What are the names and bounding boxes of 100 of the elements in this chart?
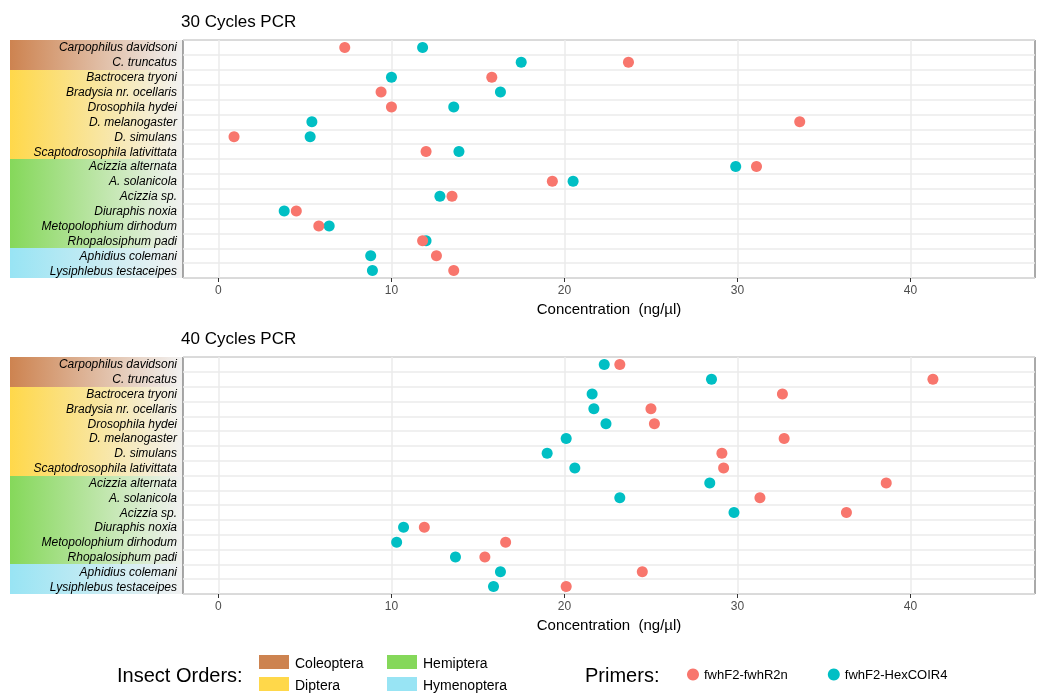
y-tick-label: Metopolophium dirhodum [41,218,177,233]
y-tick-label: Lysiphlebus testaceipes [49,263,177,278]
y-tick-label: Acizzia alternata [87,475,178,490]
point [488,581,500,593]
y-tick-label: Aphidius colemani [78,564,178,579]
point [560,432,572,444]
point [716,447,728,459]
x-axis-title: Concentration (ng/µl) [536,299,682,317]
point [391,536,403,548]
point [448,265,460,277]
point [430,250,442,262]
y-tick-label: Rhopalosiphum padi [67,549,178,564]
legend-label: fwhF2-fwhR2n [704,667,788,682]
y-tick-label: Metopolophium dirhodum [41,535,177,550]
x-tick-label: 30 [730,283,745,297]
x-tick-label: 40 [903,599,918,613]
point [385,101,397,113]
point [560,581,572,593]
y-tick-label: Drosophila hydei [87,416,178,431]
legend-title: Primers: [585,664,660,686]
y-tick-label: Diuraphis noxia [94,204,178,219]
point [794,116,806,128]
point [776,388,788,400]
x-tick-label: 20 [557,599,572,613]
point [706,373,717,385]
y-tick-label: Drosophila hydei [87,99,178,114]
text: Hemiptera [423,655,488,671]
point [598,358,610,370]
point [313,220,325,232]
y-tick-label: A. solanicola [107,174,178,189]
y-tick-label: Bradysia nr. ocellaris [66,401,177,416]
point [718,462,730,474]
point [494,566,506,578]
y-tick-label: Aphidius colemani [78,248,178,263]
point [880,477,892,489]
point [546,175,558,187]
x-tick-label: 0 [215,599,223,613]
point [754,492,766,504]
point [398,521,410,533]
point [339,41,351,53]
point [446,190,458,202]
y-tick-label: Lysiphlebus testaceipes [49,579,177,594]
point [614,492,626,504]
text: Diptera [295,677,341,693]
point [636,566,648,578]
point [448,101,460,113]
point [417,41,429,53]
point [750,160,762,172]
x-axis-title: Concentration (ng/µl) [536,615,682,633]
y-tick-label: Scaptodrosophila lativittata [33,144,178,159]
point [569,462,581,474]
point [515,56,527,68]
y-tick-label: C. truncatus [112,372,177,387]
point [600,418,612,430]
point [645,403,657,415]
y-tick-label: Acizzia sp. [118,189,177,204]
y-tick-label: Scaptodrosophila lativittata [33,461,178,476]
point [494,86,506,98]
point [290,205,302,217]
point [449,551,461,563]
point [365,250,377,262]
x-tick-label: 10 [384,283,399,297]
y-tick-label: Acizzia sp. [118,505,177,520]
chart-title: 30 Cycles PCR [181,12,297,31]
y-tick-label: D. melanogaster [88,431,178,446]
x-tick-label: 30 [730,599,745,613]
point [778,432,790,444]
point [418,521,430,533]
y-tick-label: Bradysia nr. ocellaris [66,85,177,100]
point [453,146,465,158]
point [323,220,335,232]
point [500,536,512,548]
point [375,86,387,98]
legend-label: fwhF2-HexCOIR4 [844,667,948,682]
y-tick-label: Rhopalosiphum padi [67,233,178,248]
y-tick-label: D. melanogaster [88,114,178,129]
point [306,116,318,128]
point [486,71,498,83]
y-tick-label: Diuraphis noxia [94,520,178,535]
point [728,507,740,519]
y-tick-label: Carpophilus davidsoni [58,357,178,372]
point [385,71,397,83]
point [278,205,290,217]
point [614,358,626,370]
text: Coleoptera [295,655,364,671]
y-tick-label: Carpophilus davidsoni [58,40,178,55]
point [730,160,742,172]
point [366,265,378,277]
point [479,551,491,563]
y-tick-label: C. truncatus [112,55,177,70]
point [228,131,240,143]
point [304,131,316,143]
chart-title: 40 Cycles PCR [181,329,297,348]
y-tick-label: Bactrocera tryoni [86,387,178,402]
point [622,56,634,68]
text: Hymenoptera [423,677,508,693]
point [840,507,852,519]
x-tick-label: 10 [384,599,399,613]
y-tick-label: Bactrocera tryoni [86,70,178,85]
y-tick-label: Acizzia alternata [87,159,178,174]
